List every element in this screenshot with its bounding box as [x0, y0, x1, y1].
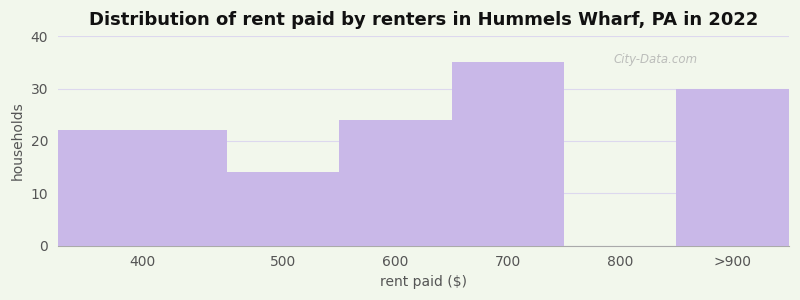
Title: Distribution of rent paid by renters in Hummels Wharf, PA in 2022: Distribution of rent paid by renters in … — [89, 11, 758, 29]
Bar — [339, 120, 451, 246]
Y-axis label: households: households — [11, 101, 25, 180]
Bar — [677, 88, 789, 246]
X-axis label: rent paid ($): rent paid ($) — [380, 275, 467, 289]
Bar — [226, 172, 339, 246]
Bar — [58, 130, 226, 246]
Text: City-Data.com: City-Data.com — [614, 53, 698, 66]
Bar — [451, 62, 564, 246]
